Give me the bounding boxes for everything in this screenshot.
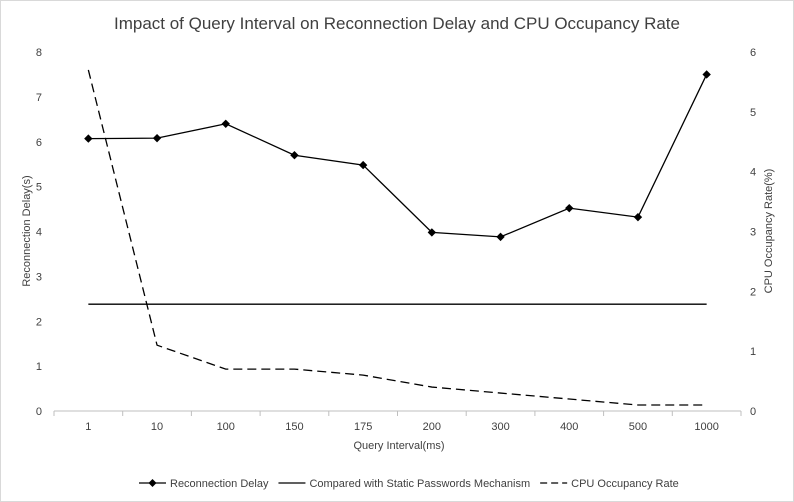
x-tick-label: 100 <box>217 421 235 433</box>
series-line-3 <box>87 69 707 406</box>
y-axis-title: Reconnection Delay(s) <box>21 175 33 286</box>
y-tick-label: 5 <box>36 182 42 194</box>
legend-label: CPU Occupancy Rate <box>571 478 679 490</box>
data-point-marker <box>633 212 643 222</box>
legend-item-3: CPU Occupancy Rate <box>540 478 679 490</box>
data-point-marker <box>702 70 711 79</box>
y2-tick-label: 3 <box>750 227 756 239</box>
legend: Reconnection Delay Compared with Static P… <box>139 478 679 490</box>
y2-tick-label: 5 <box>750 107 756 119</box>
x-tick-label: 200 <box>423 421 441 433</box>
y2-tick-label: 1 <box>750 346 756 358</box>
data-point-marker <box>290 151 299 160</box>
y2-tick-label: 0 <box>750 406 756 418</box>
y-tick-label: 7 <box>36 92 42 104</box>
y-tick-label: 8 <box>36 47 42 59</box>
data-point-marker <box>358 160 368 170</box>
y-tick-label: 4 <box>36 227 42 239</box>
legend-item-2: Compared with Static Passwords Mechanism <box>278 478 530 490</box>
data-point-marker <box>152 133 162 143</box>
x-tick-label: 1000 <box>694 421 718 433</box>
data-point-marker <box>496 232 505 242</box>
legend-marker <box>148 479 157 487</box>
data-point-marker <box>565 203 574 213</box>
data-point-marker <box>84 134 93 143</box>
x-tick-label: 175 <box>354 421 372 433</box>
y-tick-label: 2 <box>36 316 42 328</box>
legend-label: Compared with Static Passwords Mechanism <box>309 478 530 490</box>
data-point-marker <box>427 228 437 237</box>
x-tick-label: 10 <box>151 421 163 433</box>
series-layer <box>84 69 711 406</box>
axes: 1 10 100 150 175 200 300 400 500 1000 0 1 2 3 4 5 6 7 8 0 1 2… <box>36 47 756 433</box>
y-tick-label: 3 <box>36 271 42 283</box>
x-axis-title: Query Interval(ms) <box>353 440 444 452</box>
y-tick-label: 0 <box>36 406 42 418</box>
y2-tick-label: 4 <box>750 167 756 179</box>
y-tick-label: 6 <box>36 137 42 149</box>
legend-label: Reconnection Delay <box>170 478 269 490</box>
x-tick-label: 300 <box>491 421 509 433</box>
x-tick-label: 1 <box>85 421 91 433</box>
x-tick-label: 150 <box>285 421 303 433</box>
y2-tick-label: 6 <box>750 47 756 59</box>
y2-axis-title: CPU Occupancy Rate(%) <box>763 169 775 294</box>
legend-item-1: Reconnection Delay <box>139 478 269 490</box>
x-tick-label: 400 <box>560 421 578 433</box>
series-line-1 <box>88 74 708 238</box>
y2-tick-label: 2 <box>750 286 756 298</box>
x-tick-label: 500 <box>629 421 647 433</box>
y-tick-label: 1 <box>36 361 42 373</box>
data-point-marker <box>221 119 230 128</box>
chart-title: Impact of Query Interval on Reconnection… <box>114 14 680 33</box>
